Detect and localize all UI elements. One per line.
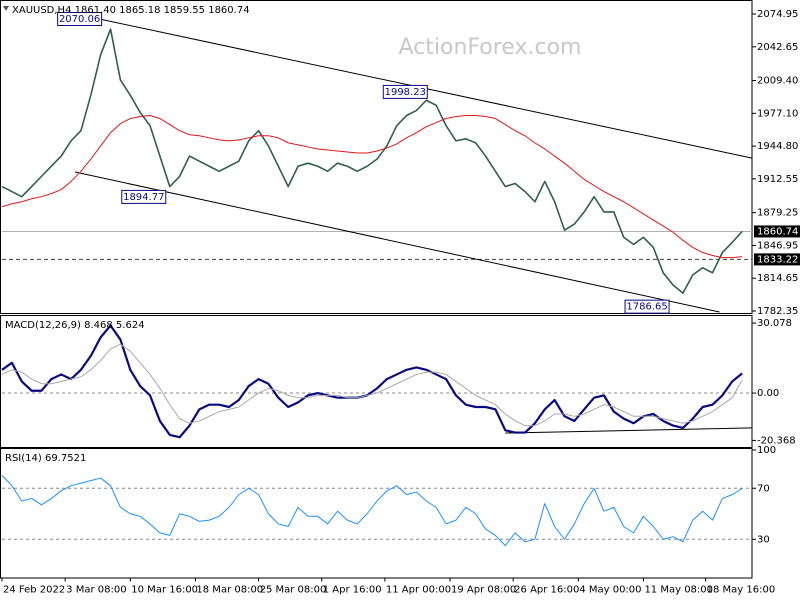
series-line [1,475,743,547]
x-tick-label: 25 Mar 08:00 [260,585,327,596]
annotation-label: 1786.65 [626,302,667,313]
x-tick-label: 24 Feb 2022 [3,585,65,596]
annotation-box [121,189,167,204]
series-line [1,114,743,259]
panel-title: RSI(14) 69.7521 [5,453,86,464]
title-icon [3,6,9,11]
watermark: ActionForex.com [399,35,582,60]
y-tick-label: 2074.95 [757,9,798,20]
panel-title: MACD(12,26,9) 8.468 5.624 [5,320,145,331]
annotation-label: 2070.06 [59,14,100,25]
x-tick-label: 4 May 00:00 [579,585,641,596]
x-tick-label: 18 Mar 08:00 [196,585,263,596]
y-tick-label: 2042.65 [757,42,798,53]
series-line [1,324,743,439]
y-tick-label: 1944.80 [757,141,798,152]
x-tick-label: 11 May 08:00 [644,585,713,596]
annotation-label: 1998.23 [385,87,426,98]
panel-frame [0,315,753,448]
annotation-box [382,84,428,99]
y-tick-label: 2009.40 [757,76,798,87]
price-label-bg [754,225,800,238]
y-tick-label: 1977.10 [757,108,798,119]
trend-line [505,427,753,434]
panel-title: XAUUSD,H4 1861.40 1865.18 1859.55 1860.7… [12,5,250,16]
x-tick-label: 10 Mar 16:00 [131,585,198,596]
annotation-box [624,299,670,314]
y-tick-label: 0.00 [757,388,779,399]
y-tick-label: 1912.55 [757,174,798,185]
y-tick-label: 1846.95 [757,240,798,251]
price-label-bg [754,253,800,266]
panel-frame [0,448,753,579]
y-tick-label: 1879.25 [757,208,798,219]
x-tick-label: 19 Apr 08:00 [451,585,516,596]
y-tick-label: 30.078 [757,318,792,329]
x-tick-label: 1 Apr 16:00 [323,585,382,596]
x-tick-label: 26 Apr 16:00 [514,585,579,596]
y-tick-label: 30 [757,534,770,545]
series-line [1,343,743,427]
annotation-box [57,11,103,26]
y-tick-label: -20.368 [757,435,796,446]
price-label: 1833.22 [757,254,798,265]
y-tick-label: 100 [757,445,776,456]
y-tick-label: 1814.65 [757,273,798,284]
y-tick-label: 70 [757,483,770,494]
panel-frame [0,0,753,314]
series-line [1,28,743,294]
trend-line [74,171,720,313]
price-label: 1860.74 [757,226,798,237]
x-tick-label: 11 Apr 00:00 [386,585,451,596]
annotation-label: 1894.77 [123,192,164,203]
x-tick-label: 3 Mar 08:00 [66,585,126,596]
y-tick-label: 1782.35 [757,306,798,317]
x-tick-label: 18 May 16:00 [707,585,776,596]
